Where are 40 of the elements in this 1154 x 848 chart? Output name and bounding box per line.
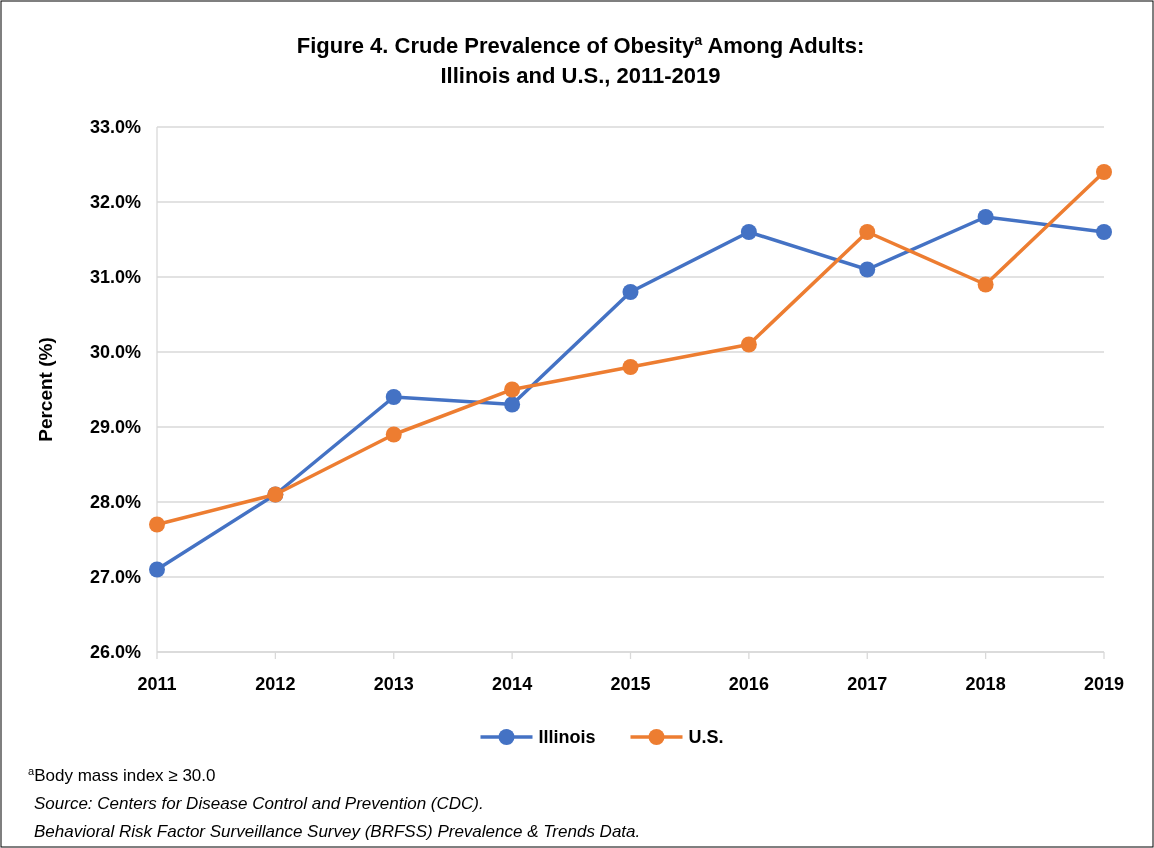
x-tick-label: 2011 [137, 674, 177, 694]
x-tick-label: 2016 [728, 674, 769, 694]
point [149, 516, 165, 533]
y-tick-label: 29.0% [89, 417, 141, 438]
y-tick-label: 28.0% [89, 492, 141, 513]
x-tick-label: 2017 [847, 674, 888, 694]
x-tick-label: 2015 [610, 674, 651, 694]
y-tick-label: 31.0% [89, 267, 141, 288]
point [504, 396, 521, 413]
legend-label: Illinois [538, 727, 596, 748]
point [385, 389, 402, 405]
point [977, 209, 994, 225]
text: $^{a}$Body mass index ≥ 30.0 [28, 765, 216, 785]
point [859, 224, 876, 240]
point [859, 261, 876, 278]
x-tick-label: 2012 [255, 674, 296, 694]
point [149, 561, 165, 578]
source-note: Source: Centers for Disease Control and Prevention (CDC). [34, 794, 484, 813]
chart-title: Figure 4. Crude Prevalence of Obesity$^{a}$ Among Adults: Illinois and U.S., 2011-2019 [296, 32, 865, 88]
point [385, 426, 402, 443]
point [622, 284, 639, 300]
point [740, 336, 757, 353]
y-tick-label: 26.0% [89, 642, 141, 663]
y-tick-label: 27.0% [89, 567, 141, 588]
point [977, 276, 994, 293]
x-tick-label: 2019 [1083, 674, 1125, 694]
point [1096, 164, 1112, 180]
y-tick-label: 30.0% [89, 342, 141, 363]
y-axis-title: Percent (%) [35, 337, 56, 442]
y-tick-label: 32.0% [89, 192, 141, 213]
point [1096, 224, 1112, 240]
legend-label: U.S. [688, 727, 724, 748]
x-tick-label: 2014 [492, 674, 533, 694]
point [740, 224, 757, 240]
point [622, 359, 639, 375]
x-tick-label: 2013 [373, 674, 414, 694]
text: Behavioral Risk Factor Surveillance Survey (BRFSS) Prevalence & Trends Data. [34, 822, 641, 841]
y-tick-label: 33.0% [89, 117, 141, 138]
point [504, 381, 521, 398]
x-tick-label: 2018 [965, 674, 1006, 694]
